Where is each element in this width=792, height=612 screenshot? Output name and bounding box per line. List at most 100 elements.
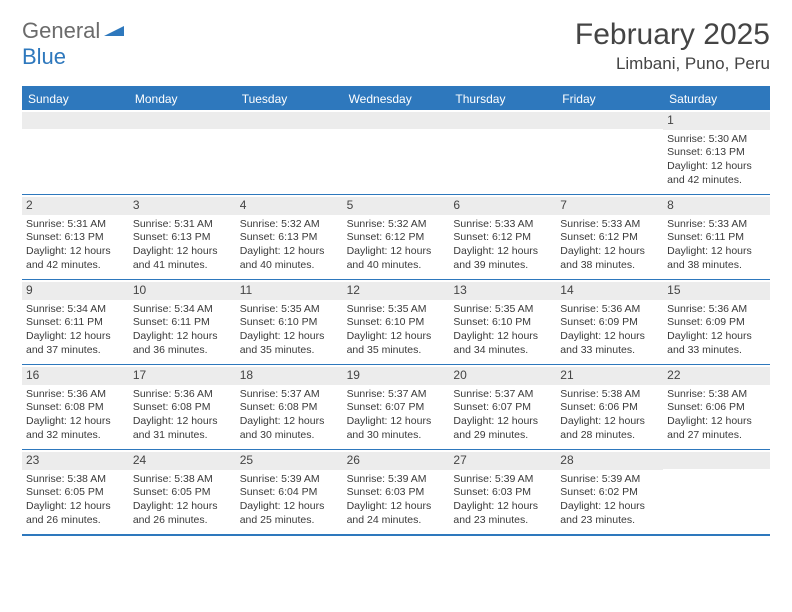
calendar-day: 21Sunrise: 5:38 AMSunset: 6:06 PMDayligh…	[556, 365, 663, 449]
calendar-day: 18Sunrise: 5:37 AMSunset: 6:08 PMDayligh…	[236, 365, 343, 449]
day-number	[129, 112, 236, 129]
daylight-text: Daylight: 12 hours and 31 minutes.	[133, 415, 232, 442]
sunset-text: Sunset: 6:12 PM	[560, 231, 659, 245]
calendar-day: 2Sunrise: 5:31 AMSunset: 6:13 PMDaylight…	[22, 195, 129, 279]
daylight-text: Daylight: 12 hours and 40 minutes.	[347, 245, 446, 272]
daylight-text: Daylight: 12 hours and 24 minutes.	[347, 500, 446, 527]
day-number: 6	[449, 197, 556, 215]
calendar-day-empty	[343, 110, 450, 194]
sunrise-text: Sunrise: 5:36 AM	[667, 303, 766, 317]
day-number: 2	[22, 197, 129, 215]
daylight-text: Daylight: 12 hours and 37 minutes.	[26, 330, 125, 357]
sunset-text: Sunset: 6:13 PM	[26, 231, 125, 245]
daylight-text: Daylight: 12 hours and 33 minutes.	[667, 330, 766, 357]
daylight-text: Daylight: 12 hours and 34 minutes.	[453, 330, 552, 357]
daylight-text: Daylight: 12 hours and 26 minutes.	[133, 500, 232, 527]
sunset-text: Sunset: 6:02 PM	[560, 486, 659, 500]
day-number: 24	[129, 452, 236, 470]
weekday-header: Friday	[556, 88, 663, 110]
sunrise-text: Sunrise: 5:35 AM	[453, 303, 552, 317]
weekday-header: Thursday	[449, 88, 556, 110]
sunrise-text: Sunrise: 5:38 AM	[560, 388, 659, 402]
title-block: February 2025 Limbani, Puno, Peru	[575, 18, 770, 74]
sunrise-text: Sunrise: 5:36 AM	[133, 388, 232, 402]
weekday-header: Wednesday	[343, 88, 450, 110]
brand-part2: Blue	[22, 44, 66, 69]
sunset-text: Sunset: 6:11 PM	[667, 231, 766, 245]
daylight-text: Daylight: 12 hours and 26 minutes.	[26, 500, 125, 527]
sunset-text: Sunset: 6:11 PM	[26, 316, 125, 330]
sunrise-text: Sunrise: 5:33 AM	[560, 218, 659, 232]
sunrise-text: Sunrise: 5:36 AM	[560, 303, 659, 317]
calendar-day: 6Sunrise: 5:33 AMSunset: 6:12 PMDaylight…	[449, 195, 556, 279]
day-number: 5	[343, 197, 450, 215]
day-number	[556, 112, 663, 129]
sunset-text: Sunset: 6:10 PM	[240, 316, 339, 330]
day-number	[236, 112, 343, 129]
day-number: 15	[663, 282, 770, 300]
sunset-text: Sunset: 6:09 PM	[667, 316, 766, 330]
calendar-day: 1Sunrise: 5:30 AMSunset: 6:13 PMDaylight…	[663, 110, 770, 194]
calendar-day-empty	[449, 110, 556, 194]
day-number: 22	[663, 367, 770, 385]
sunrise-text: Sunrise: 5:34 AM	[133, 303, 232, 317]
calendar-week: 9Sunrise: 5:34 AMSunset: 6:11 PMDaylight…	[22, 279, 770, 364]
daylight-text: Daylight: 12 hours and 28 minutes.	[560, 415, 659, 442]
day-number: 14	[556, 282, 663, 300]
sunrise-text: Sunrise: 5:39 AM	[453, 473, 552, 487]
calendar-day-empty	[129, 110, 236, 194]
calendar-week: 16Sunrise: 5:36 AMSunset: 6:08 PMDayligh…	[22, 364, 770, 449]
calendar-day: 17Sunrise: 5:36 AMSunset: 6:08 PMDayligh…	[129, 365, 236, 449]
day-number: 7	[556, 197, 663, 215]
day-number	[343, 112, 450, 129]
weekday-header: Sunday	[22, 88, 129, 110]
day-number: 4	[236, 197, 343, 215]
day-number: 13	[449, 282, 556, 300]
weekday-header: Tuesday	[236, 88, 343, 110]
day-number: 18	[236, 367, 343, 385]
sunset-text: Sunset: 6:06 PM	[560, 401, 659, 415]
location: Limbani, Puno, Peru	[575, 54, 770, 74]
calendar-day: 23Sunrise: 5:38 AMSunset: 6:05 PMDayligh…	[22, 450, 129, 534]
sunrise-text: Sunrise: 5:31 AM	[26, 218, 125, 232]
calendar-day: 7Sunrise: 5:33 AMSunset: 6:12 PMDaylight…	[556, 195, 663, 279]
weekday-header-row: SundayMondayTuesdayWednesdayThursdayFrid…	[22, 88, 770, 110]
day-number	[22, 112, 129, 129]
calendar-week: 2Sunrise: 5:31 AMSunset: 6:13 PMDaylight…	[22, 194, 770, 279]
sunrise-text: Sunrise: 5:38 AM	[26, 473, 125, 487]
sunrise-text: Sunrise: 5:37 AM	[347, 388, 446, 402]
day-number: 16	[22, 367, 129, 385]
daylight-text: Daylight: 12 hours and 23 minutes.	[453, 500, 552, 527]
daylight-text: Daylight: 12 hours and 27 minutes.	[667, 415, 766, 442]
sunrise-text: Sunrise: 5:35 AM	[347, 303, 446, 317]
sunset-text: Sunset: 6:13 PM	[667, 146, 766, 160]
month-title: February 2025	[575, 18, 770, 52]
daylight-text: Daylight: 12 hours and 41 minutes.	[133, 245, 232, 272]
calendar-day: 24Sunrise: 5:38 AMSunset: 6:05 PMDayligh…	[129, 450, 236, 534]
sunrise-text: Sunrise: 5:30 AM	[667, 133, 766, 147]
sunset-text: Sunset: 6:13 PM	[133, 231, 232, 245]
daylight-text: Daylight: 12 hours and 23 minutes.	[560, 500, 659, 527]
sunset-text: Sunset: 6:13 PM	[240, 231, 339, 245]
sunset-text: Sunset: 6:05 PM	[133, 486, 232, 500]
sunset-text: Sunset: 6:03 PM	[453, 486, 552, 500]
sunset-text: Sunset: 6:04 PM	[240, 486, 339, 500]
sunset-text: Sunset: 6:09 PM	[560, 316, 659, 330]
day-number: 11	[236, 282, 343, 300]
brand-logo: GeneralBlue	[22, 18, 126, 70]
sunset-text: Sunset: 6:07 PM	[453, 401, 552, 415]
daylight-text: Daylight: 12 hours and 42 minutes.	[667, 160, 766, 187]
calendar-day: 22Sunrise: 5:38 AMSunset: 6:06 PMDayligh…	[663, 365, 770, 449]
calendar-day-empty	[236, 110, 343, 194]
sunset-text: Sunset: 6:12 PM	[347, 231, 446, 245]
sunrise-text: Sunrise: 5:33 AM	[453, 218, 552, 232]
daylight-text: Daylight: 12 hours and 35 minutes.	[240, 330, 339, 357]
calendar-day: 20Sunrise: 5:37 AMSunset: 6:07 PMDayligh…	[449, 365, 556, 449]
calendar-day-empty	[556, 110, 663, 194]
daylight-text: Daylight: 12 hours and 33 minutes.	[560, 330, 659, 357]
header: GeneralBlue February 2025 Limbani, Puno,…	[22, 18, 770, 74]
calendar-day: 3Sunrise: 5:31 AMSunset: 6:13 PMDaylight…	[129, 195, 236, 279]
sunrise-text: Sunrise: 5:32 AM	[240, 218, 339, 232]
day-number: 23	[22, 452, 129, 470]
daylight-text: Daylight: 12 hours and 32 minutes.	[26, 415, 125, 442]
